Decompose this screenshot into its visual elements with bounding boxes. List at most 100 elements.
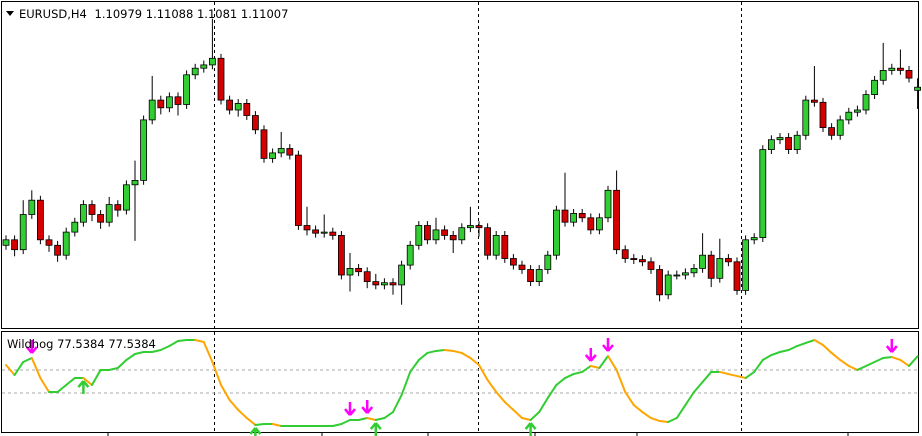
candle-body: [208, 57, 216, 66]
high-value: 1.11088: [146, 7, 194, 21]
candle-body: [294, 154, 302, 226]
indicator-segment: [151, 349, 162, 354]
buy-arrow: [369, 422, 382, 436]
candle-body: [303, 225, 311, 231]
indicator-segment: [538, 396, 549, 414]
candle-body: [793, 134, 801, 151]
candle-body: [707, 254, 715, 279]
indicator-segment: [804, 339, 816, 344]
candle-body: [372, 281, 380, 286]
candle-body: [819, 101, 827, 129]
dropdown-icon: [6, 11, 14, 16]
time-ticks: [107, 432, 849, 436]
indicator-segment: [194, 339, 205, 344]
candle-body: [131, 179, 139, 186]
indicator-segment: [632, 404, 644, 414]
indicator-segment: [641, 411, 652, 420]
candle-body: [905, 70, 913, 79]
candle-body: [389, 282, 397, 286]
indicator-segment: [426, 349, 437, 354]
candle-body: [355, 267, 363, 273]
indicator-segment: [435, 349, 446, 352]
candle-body: [501, 234, 509, 259]
candle-body: [312, 229, 320, 234]
indicator-segment: [56, 383, 68, 393]
candle-body: [553, 209, 560, 256]
indicator-segment: [65, 377, 76, 386]
marks: [2, 18, 921, 436]
indicator-segment: [168, 339, 179, 348]
candle-body: [828, 127, 835, 136]
candle-body: [337, 234, 345, 276]
candle-body: [587, 217, 595, 231]
candle-body: [888, 67, 896, 71]
candle-body: [269, 152, 277, 159]
candle-body: [475, 225, 483, 229]
indicator-segment: [125, 353, 136, 361]
indicator-segment: [443, 349, 455, 352]
indicator-segment: [796, 341, 807, 348]
indicator-segment: [615, 368, 627, 393]
symbol: EURUSD,H4: [19, 7, 87, 21]
candle-body: [690, 267, 698, 274]
candle-body: [484, 227, 492, 256]
indicator-segment: [667, 417, 678, 424]
candle-body: [45, 239, 53, 246]
candle-body: [54, 244, 61, 256]
indicator-segment: [237, 408, 248, 420]
candle-body: [518, 264, 526, 270]
candle-body: [346, 267, 354, 276]
indicator-segment: [512, 408, 523, 420]
candle-body: [191, 67, 199, 76]
candle-body: [742, 239, 749, 291]
candle-body: [441, 229, 449, 236]
candle-body: [664, 274, 672, 296]
indicator-segment: [899, 358, 910, 367]
indicator-value: 77.5384: [57, 337, 105, 351]
indicator-segment: [521, 417, 532, 422]
candle-body: [380, 282, 388, 286]
candle-body: [466, 225, 474, 229]
indicator-segment: [693, 381, 704, 393]
indicator-segment: [581, 364, 592, 373]
candle-body: [286, 148, 294, 156]
candle-body: [630, 258, 638, 260]
candle-body: [2, 239, 10, 246]
indicator-segment: [830, 351, 842, 361]
candle-body: [183, 74, 191, 105]
candle-body: [836, 119, 844, 136]
candle-body: [234, 103, 242, 111]
indicator-segment: [108, 366, 119, 371]
candle-body: [320, 231, 328, 234]
indicator-segment: [452, 349, 463, 354]
sell-arrow: [361, 400, 374, 414]
close-value: 1.11007: [241, 7, 289, 21]
candle-body: [845, 111, 853, 121]
candle-body: [759, 149, 767, 239]
candle-body: [879, 70, 887, 81]
indicator-segment: [753, 358, 764, 373]
sell-arrow: [885, 339, 898, 353]
indicator-segment: [890, 356, 902, 361]
candle-body: [544, 254, 552, 270]
candle-body: [398, 264, 406, 286]
indicator-segment: [460, 351, 472, 359]
indicator-segment: [873, 356, 885, 363]
candle-body: [811, 99, 818, 103]
indicator-segment: [383, 411, 394, 420]
candle-body: [11, 239, 19, 251]
candle-body: [226, 99, 234, 111]
indicator-segment: [228, 398, 240, 411]
low-value: 1.1081: [197, 7, 237, 21]
indicator-segment: [718, 370, 730, 376]
indicator-segment: [847, 364, 859, 371]
candle-body: [785, 137, 792, 150]
indicator-header: Wildhog 77.5384 77.5384: [7, 337, 156, 351]
indicator-segment: [495, 391, 506, 403]
candle-body: [88, 204, 96, 215]
indicator-segment: [340, 419, 351, 426]
sell-arrow: [25, 339, 38, 354]
candle-body: [768, 139, 775, 150]
candle-body: [776, 137, 784, 141]
